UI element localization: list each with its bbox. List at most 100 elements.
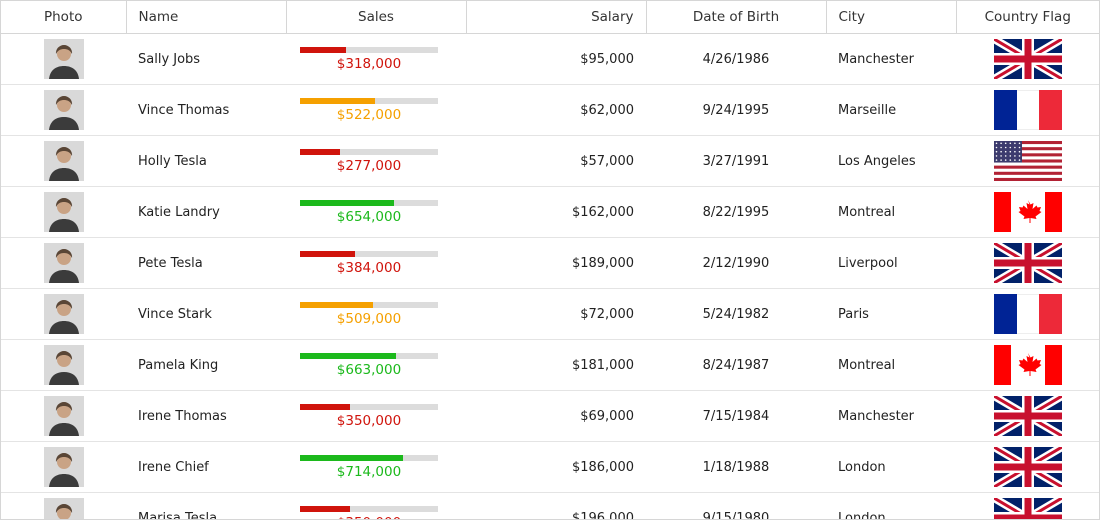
photo-cell: [1, 441, 126, 493]
name-cell: Vince Thomas: [126, 84, 286, 136]
photo-cell: [1, 84, 126, 136]
flag-cell: [956, 288, 1099, 340]
dob-cell: 2/12/1990: [646, 237, 826, 289]
sales-bar-track: [300, 250, 438, 257]
column-header[interactable]: Sales: [286, 1, 467, 34]
sales-cell: $350,000: [286, 390, 466, 442]
sales-cell: $384,000: [286, 237, 466, 289]
sales-label: $509,000: [336, 310, 402, 327]
sales-cell: $654,000: [286, 186, 466, 238]
salary-cell: $69,000: [466, 390, 646, 442]
photo-cell: [1, 135, 126, 187]
country-flag: [993, 498, 1062, 519]
column-header[interactable]: Date of Birth: [646, 1, 827, 34]
photo: [43, 396, 84, 436]
column-header[interactable]: Salary: [466, 1, 647, 34]
name-cell: Irene Thomas: [126, 390, 286, 442]
salary-cell: $186,000: [466, 441, 646, 493]
country-flag: [993, 192, 1062, 232]
grid-row[interactable]: Vince Stark $509,000 $72,000 5/24/1982 Paris: [1, 288, 1099, 340]
sales-cell: $714,000: [286, 441, 466, 493]
column-header[interactable]: Name: [126, 1, 287, 34]
photo-cell: [1, 339, 126, 391]
sales-label: $350,000: [336, 412, 402, 429]
grid-row[interactable]: Vince Thomas $522,000 $62,000 9/24/1995 Mars…: [1, 84, 1099, 136]
grid-row[interactable]: Marisa Tesla $350,000 $196,0009/15/1980Lon…: [1, 492, 1099, 520]
city-cell: Manchester: [826, 33, 956, 85]
photo-cell: [1, 186, 126, 238]
dob-cell: 1/18/1988: [646, 441, 826, 493]
grid-row[interactable]: Pamela King $663,000 $181,000 8/24/1987 Mont…: [1, 339, 1099, 391]
sales-bar-track: [300, 454, 438, 461]
country-flag: [993, 447, 1062, 487]
country-flag: [993, 39, 1062, 79]
sales-cell: $318,000: [286, 33, 466, 85]
photo: [43, 447, 84, 487]
photo: [43, 192, 84, 232]
sales-label: $277,000: [336, 157, 402, 174]
column-header[interactable]: Country Flag: [956, 1, 1099, 34]
column-header[interactable]: Photo: [1, 1, 127, 34]
sales-bar: [300, 148, 340, 155]
grid-row[interactable]: Katie Landry $654,000 $162,000 8/22/1995 Mon…: [1, 186, 1099, 238]
dob-cell: 8/22/1995: [646, 186, 826, 238]
country-flag: [993, 243, 1062, 283]
name-cell: Vince Stark: [126, 288, 286, 340]
salary-cell: $189,000: [466, 237, 646, 289]
grid-row[interactable]: Pete Tesla $384,000 $189,000 2/12/1990 Liver…: [1, 237, 1099, 289]
name-cell: Holly Tesla: [126, 135, 286, 187]
sales-bar-track: [300, 505, 438, 512]
sales-bar: [300, 250, 356, 257]
sales-label: $654,000: [336, 208, 402, 225]
country-flag: [993, 294, 1062, 334]
country-flag: [993, 90, 1062, 130]
flag-cell: [956, 441, 1099, 493]
photo: [43, 39, 84, 79]
sales-bar: [300, 301, 374, 308]
sales-cell: $277,000: [286, 135, 466, 187]
name-cell: Irene Chief: [126, 441, 286, 493]
sales-label: $350,000: [300, 515, 438, 520]
sales-cell: $522,000: [286, 84, 466, 136]
column-header[interactable]: City: [826, 1, 957, 34]
flag-cell: [956, 186, 1099, 238]
name-cell: Pete Tesla: [126, 237, 286, 289]
photo-cell: [1, 237, 126, 289]
sales-bar: [300, 46, 346, 53]
city-cell: Montreal: [826, 186, 956, 238]
sales-bar-track: [300, 97, 438, 104]
salary-cell: $162,000: [466, 186, 646, 238]
flag-cell: [956, 135, 1099, 187]
salary-cell: $62,000: [466, 84, 646, 136]
city-cell: Liverpool: [826, 237, 956, 289]
sales-bar: [300, 97, 376, 104]
dob-cell: 5/24/1982: [646, 288, 826, 340]
sales-label: $384,000: [336, 259, 402, 276]
sales-bar: [300, 403, 351, 410]
country-flag: [993, 396, 1062, 436]
dob-cell: 4/26/1986: [646, 33, 826, 85]
grid-row[interactable]: Sally Jobs $318,000 $95,000 4/26/1986 Manche…: [1, 33, 1099, 85]
sales-label: $522,000: [336, 106, 402, 123]
photo: [43, 294, 84, 334]
country-flag: [993, 141, 1062, 181]
dob-cell: 7/15/1984: [646, 390, 826, 442]
flag-cell: [956, 390, 1099, 442]
sales-bar: [300, 352, 396, 359]
city-cell: Paris: [826, 288, 956, 340]
name-cell: Katie Landry: [126, 186, 286, 238]
salary-cell: $72,000: [466, 288, 646, 340]
flag-cell: [956, 492, 1099, 519]
sales-bar-track: [300, 301, 438, 308]
name-cell: Sally Jobs: [126, 33, 286, 85]
grid-row[interactable]: Irene Chief $714,000 $186,000 1/18/1988 Lond…: [1, 441, 1099, 493]
grid-row[interactable]: Irene Thomas $350,000 $69,000 7/15/1984 Manc…: [1, 390, 1099, 442]
name-cell: Pamela King: [126, 339, 286, 391]
photo-cell: [1, 492, 126, 519]
flag-cell: [956, 33, 1099, 85]
flag-cell: [956, 237, 1099, 289]
sales-bar-track: [300, 352, 438, 359]
grid-row[interactable]: Holly Tesla $277,000 $57,000 3/27/1991 Los A…: [1, 135, 1099, 187]
